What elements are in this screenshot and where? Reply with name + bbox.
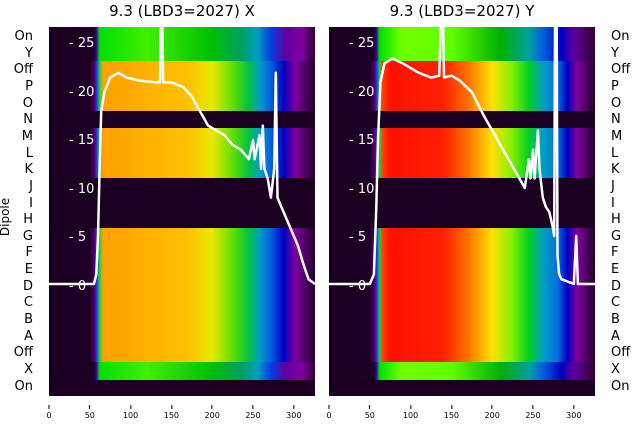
row-label-left: E xyxy=(24,262,33,278)
row-label-left: Off xyxy=(13,62,33,78)
x-tick-label: 200 xyxy=(485,405,500,420)
row-label-right: N xyxy=(611,112,621,128)
y-tick-label: - 25 xyxy=(349,36,375,51)
row-label-right: C xyxy=(611,295,621,311)
row-label-right: E xyxy=(611,262,620,278)
row-label-left: M xyxy=(21,128,33,144)
heatmap-band-bright xyxy=(329,128,595,178)
row-label-left: C xyxy=(23,295,33,311)
row-label-left: Y xyxy=(25,45,33,61)
x-tick-label: 300 xyxy=(566,405,581,420)
y-tick-label: - 0 xyxy=(349,278,367,294)
x-tick-label: 0 xyxy=(326,405,331,420)
heatmap-band-dim xyxy=(49,362,315,380)
row-label-left: On xyxy=(14,378,33,394)
y-tick-label: - 5 xyxy=(349,230,367,245)
x-tick-label: 50 xyxy=(85,405,95,420)
row-label-left: A xyxy=(24,328,33,344)
row-label-right: On xyxy=(611,378,630,394)
y-tick-label: - 20 xyxy=(69,84,95,100)
y-tick-label: - 5 xyxy=(69,230,87,245)
x-tick-label: 200 xyxy=(205,405,220,420)
row-label-right: B xyxy=(611,312,620,328)
row-label-right: D xyxy=(611,278,622,294)
heatmap-band-bright xyxy=(329,228,595,362)
row-label-right: G xyxy=(611,228,622,244)
row-label-right: I xyxy=(611,195,615,211)
row-label-left: H xyxy=(23,212,33,228)
heatmap-band-bright xyxy=(49,128,315,178)
row-label-left: Off xyxy=(13,345,33,361)
row-label-left: I xyxy=(29,195,33,211)
heatmap-y: - 25 - 20 - 15 - 10 - 5 - 0 xyxy=(329,27,595,396)
x-tick-label: 250 xyxy=(525,405,540,420)
heatmap-band-bright xyxy=(49,228,315,362)
row-label-left: On xyxy=(14,29,33,44)
y-tick-label: - 15 xyxy=(69,133,95,148)
panel-title-y: 9.3 (LBD3=2027) Y xyxy=(389,2,535,20)
profile-trace-line xyxy=(49,25,316,286)
heatmap-band-dim xyxy=(329,362,595,380)
row-label-right: X xyxy=(611,362,620,377)
x-tick-label: 150 xyxy=(444,405,459,420)
x-tick-label: 0 xyxy=(46,405,51,420)
x-tick-label: 150 xyxy=(164,405,179,420)
row-label-left: D xyxy=(22,278,33,294)
row-label-left: P xyxy=(25,78,33,94)
row-label-left: N xyxy=(23,112,33,128)
y-tick-label: - 15 xyxy=(349,133,375,148)
x-tick-label: 100 xyxy=(403,405,418,420)
row-label-right: J xyxy=(611,178,615,194)
x-tick-label: 100 xyxy=(123,405,138,420)
row-label-right: A xyxy=(611,328,620,344)
row-label-left: F xyxy=(25,245,33,261)
row-label-right: Off xyxy=(611,345,631,361)
heatmap-band-dim xyxy=(329,27,595,61)
row-label-right: Off xyxy=(611,62,631,78)
row-label-left: X xyxy=(24,362,33,377)
x-tick-label: 250 xyxy=(245,405,260,420)
row-label-right: H xyxy=(611,212,621,228)
row-label-right: K xyxy=(611,162,620,178)
row-label-left: L xyxy=(25,145,33,161)
row-label-right: F xyxy=(611,245,619,261)
row-label-left: G xyxy=(22,228,33,244)
heatmap-band-dim xyxy=(49,27,315,61)
y-tick-label: - 20 xyxy=(349,84,375,100)
profile-trace-line xyxy=(329,25,595,286)
heatmap-x: - 25 - 20 - 15 - 10 - 5 - 0 xyxy=(49,27,315,396)
y-tick-label: - 25 xyxy=(69,36,95,51)
row-label-right: On xyxy=(611,29,630,44)
panel-title-x: 9.3 (LBD3=2027) X xyxy=(109,2,255,20)
x-tick-label: 300 xyxy=(286,405,301,420)
row-label-right: L xyxy=(611,145,619,161)
row-label-right: M xyxy=(611,128,623,144)
y-tick-label: - 0 xyxy=(69,278,87,294)
row-label-left: J xyxy=(29,178,33,194)
row-label-right: Y xyxy=(611,45,619,61)
row-label-left: B xyxy=(24,312,33,328)
row-label-left: K xyxy=(24,162,33,178)
row-label-left: O xyxy=(22,95,33,111)
x-tick-label: 50 xyxy=(365,405,375,420)
y-tick-label: - 10 xyxy=(69,181,95,197)
y-tick-label: - 10 xyxy=(349,181,375,197)
row-label-right: P xyxy=(611,78,619,94)
row-label-right: O xyxy=(611,95,622,111)
heatmap-band-bright xyxy=(329,61,595,111)
